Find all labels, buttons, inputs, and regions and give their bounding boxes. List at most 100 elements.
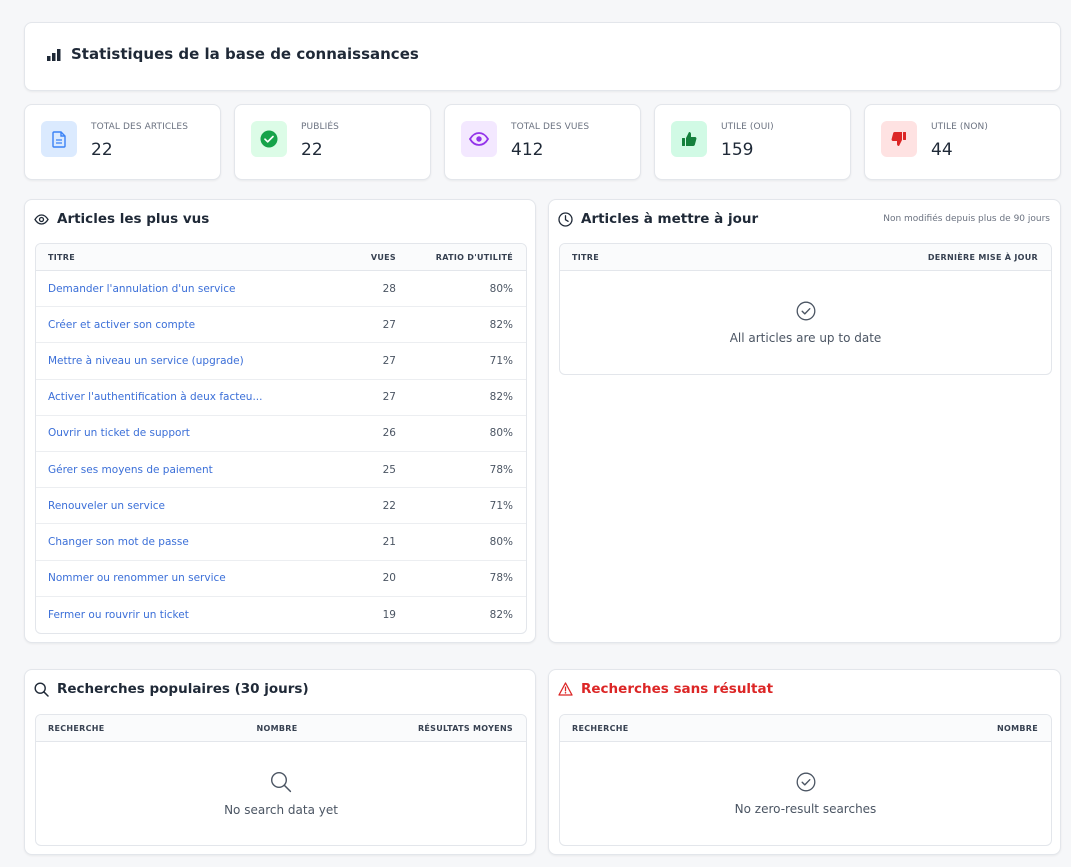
- column-header-search[interactable]: RECHERCHE: [48, 723, 105, 733]
- ratio-cell: 80%: [489, 535, 513, 548]
- article-link[interactable]: Ouvrir un ticket de support: [48, 427, 190, 440]
- views-cell: 26: [382, 427, 396, 440]
- table-row: Fermer ou rouvrir un ticket 19 82%: [36, 597, 526, 633]
- stat-card-useful-no: UTILE (NON) 44: [864, 104, 1061, 180]
- stat-value: 44: [931, 140, 953, 160]
- ratio-cell: 71%: [489, 354, 513, 367]
- to-update-table: TITRE DERNIÈRE MISE À JOUR All articles …: [559, 243, 1052, 375]
- column-header-views[interactable]: VUES: [370, 252, 396, 262]
- most-viewed-panel: Articles les plus vus TITRE VUES RATIO D…: [24, 199, 536, 643]
- popular-searches-panel: Recherches populaires (30 jours) RECHERC…: [24, 669, 536, 855]
- table-row: Activer l'authentification à deux facteu…: [36, 380, 526, 416]
- column-header-title[interactable]: TITRE: [48, 252, 76, 262]
- panel-title: Articles les plus vus: [34, 211, 209, 227]
- views-cell: 27: [382, 318, 396, 331]
- article-link[interactable]: Activer l'authentification à deux facteu…: [48, 391, 263, 404]
- warning-icon: [558, 682, 573, 696]
- article-link[interactable]: Mettre à niveau un service (upgrade): [48, 354, 244, 367]
- page-title-text: Statistiques de la base de connaissances: [71, 45, 419, 63]
- zero-result-panel: Recherches sans résultat RECHERCHE NOMBR…: [548, 669, 1061, 855]
- zero-result-table: RECHERCHE NOMBRE No zero-result searches: [559, 714, 1052, 846]
- panel-title-text: Recherches populaires (30 jours): [57, 681, 309, 697]
- panel-title-text: Recherches sans résultat: [581, 681, 774, 697]
- eye-icon: [34, 213, 49, 225]
- stat-label: UTILE (OUI): [721, 122, 774, 132]
- views-cell: 22: [382, 499, 396, 512]
- table-header: TITRE VUES RATIO D'UTILITÉ: [36, 244, 526, 271]
- stat-value: 159: [721, 140, 754, 160]
- stat-card-useful-yes: UTILE (OUI) 159: [654, 104, 851, 180]
- ratio-cell: 82%: [489, 318, 513, 331]
- empty-state: No zero-result searches: [560, 742, 1051, 845]
- views-cell: 27: [382, 354, 396, 367]
- eye-icon: [461, 121, 497, 157]
- views-cell: 20: [382, 572, 396, 585]
- panel-title-text: Articles les plus vus: [57, 211, 210, 227]
- clock-icon: [558, 211, 573, 227]
- table-row: Ouvrir un ticket de support 26 80%: [36, 416, 526, 452]
- table-header: RECHERCHE NOMBRE: [560, 715, 1051, 742]
- column-header-ratio[interactable]: RATIO D'UTILITÉ: [435, 252, 513, 262]
- panel-title-text: Articles à mettre à jour: [581, 211, 759, 227]
- ratio-cell: 71%: [489, 499, 513, 512]
- article-link[interactable]: Demander l'annulation d'un service: [48, 282, 236, 295]
- search-icon: [270, 771, 292, 792]
- column-header-count[interactable]: NOMBRE: [997, 723, 1038, 733]
- article-link[interactable]: Changer son mot de passe: [48, 535, 189, 548]
- panel-subtitle: Non modifiés depuis plus de 90 jours: [883, 214, 1050, 224]
- table-header: TITRE DERNIÈRE MISE À JOUR: [560, 244, 1051, 271]
- ratio-cell: 78%: [489, 463, 513, 476]
- stat-value: 22: [301, 140, 323, 160]
- document-icon: [41, 121, 77, 157]
- ratio-cell: 80%: [489, 282, 513, 295]
- column-header-title[interactable]: TITRE: [572, 252, 600, 262]
- check-circle-icon: [796, 301, 815, 320]
- ratio-cell: 80%: [489, 427, 513, 440]
- empty-state-text: All articles are up to date: [729, 330, 882, 345]
- panel-title: Recherches populaires (30 jours): [34, 681, 309, 697]
- stat-label: TOTAL DES VUES: [511, 122, 590, 132]
- empty-state: All articles are up to date: [560, 271, 1051, 374]
- views-cell: 19: [382, 608, 396, 621]
- table-header: RECHERCHE NOMBRE RÉSULTATS MOYENS: [36, 715, 526, 742]
- column-header-last-update[interactable]: DERNIÈRE MISE À JOUR: [927, 252, 1038, 262]
- search-icon: [34, 681, 49, 697]
- stat-label: PUBLIÉS: [301, 122, 339, 132]
- empty-state-text: No zero-result searches: [734, 801, 877, 816]
- table-row: Nommer ou renommer un service 20 78%: [36, 561, 526, 597]
- column-header-search[interactable]: RECHERCHE: [572, 723, 629, 733]
- panel-title: Recherches sans résultat: [558, 681, 773, 697]
- article-link[interactable]: Créer et activer son compte: [48, 318, 196, 331]
- check-circle-icon: [251, 121, 287, 157]
- column-header-count[interactable]: NOMBRE: [256, 723, 298, 733]
- article-link[interactable]: Renouveler un service: [48, 499, 165, 512]
- article-link[interactable]: Gérer ses moyens de paiement: [48, 463, 213, 476]
- empty-state: No search data yet: [36, 742, 526, 845]
- bar-chart-icon: [47, 48, 61, 61]
- thumbs-down-icon: [881, 121, 917, 157]
- stat-card-total-views: TOTAL DES VUES 412: [444, 104, 641, 180]
- ratio-cell: 82%: [489, 608, 513, 621]
- ratio-cell: 82%: [489, 391, 513, 404]
- ratio-cell: 78%: [489, 572, 513, 585]
- stat-label: TOTAL DES ARTICLES: [91, 122, 189, 132]
- empty-state-text: No search data yet: [224, 802, 338, 817]
- stat-label: UTILE (NON): [931, 122, 988, 132]
- article-link[interactable]: Fermer ou rouvrir un ticket: [48, 608, 189, 621]
- popular-searches-table: RECHERCHE NOMBRE RÉSULTATS MOYENS No sea…: [35, 714, 527, 846]
- views-cell: 21: [382, 535, 396, 548]
- column-header-avg-results[interactable]: RÉSULTATS MOYENS: [417, 723, 513, 733]
- page-title: Statistiques de la base de connaissances: [47, 45, 419, 63]
- check-circle-icon: [796, 772, 815, 791]
- table-row: Demander l'annulation d'un service 28 80%: [36, 271, 526, 308]
- stat-card-published: PUBLIÉS 22: [234, 104, 431, 180]
- table-row: Renouveler un service 22 71%: [36, 488, 526, 525]
- stat-value: 412: [511, 140, 544, 160]
- article-link[interactable]: Nommer ou renommer un service: [48, 572, 226, 585]
- stat-card-total-articles: TOTAL DES ARTICLES 22: [24, 104, 221, 180]
- table-row: Créer et activer son compte 27 82%: [36, 307, 526, 344]
- views-cell: 25: [382, 463, 396, 476]
- table-row: Gérer ses moyens de paiement 25 78%: [36, 452, 526, 489]
- header-card: Statistiques de la base de connaissances: [24, 22, 1061, 91]
- table-row: Changer son mot de passe 21 80%: [36, 524, 526, 561]
